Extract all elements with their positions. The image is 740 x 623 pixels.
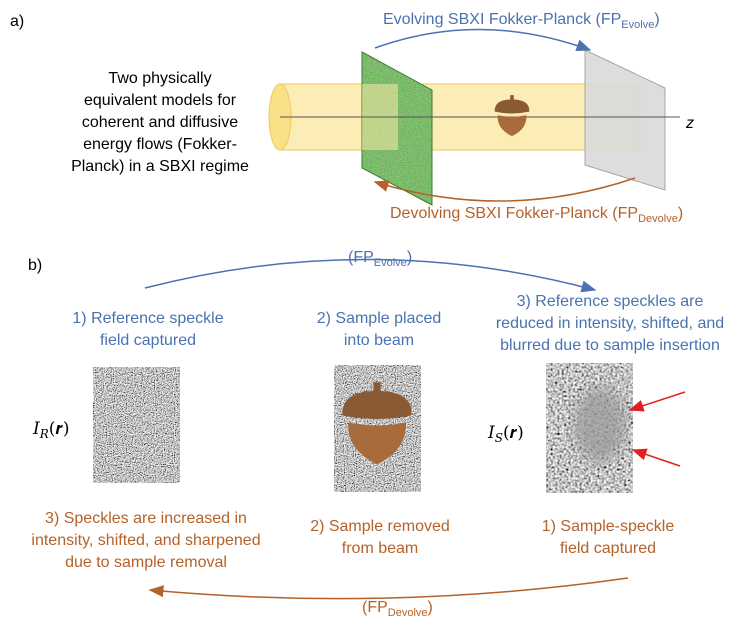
pointer-arrow [630, 392, 685, 410]
evolve-arrow [375, 29, 590, 50]
text-line: into beam [344, 332, 414, 349]
text-line: coherent and diffusive [82, 114, 238, 131]
devolve-label: (FPDevolve) [362, 599, 433, 619]
text-line: 3) Reference speckles are [517, 293, 704, 310]
text-line: Two physically [108, 70, 211, 87]
text-line: 1) Sample-speckle [542, 518, 675, 535]
caption-subscript: Devolve [638, 213, 678, 225]
caption-suffix: ) [428, 599, 433, 616]
text-line: reduced in intensity, shifted, and [496, 315, 724, 332]
symbol-argument: (𝒓) [49, 419, 70, 439]
caption-suffix: ) [407, 249, 412, 266]
caption-text: (FP [362, 599, 388, 616]
devolve-arrow [150, 578, 628, 599]
caption-suffix: ) [678, 205, 683, 222]
evolve-label: (FPEvolve) [348, 249, 412, 269]
blurred-region [574, 387, 626, 463]
detector [585, 50, 665, 190]
panel-label: a) [10, 13, 24, 30]
image-label: IR(𝒓) [32, 419, 70, 441]
text-line: field captured [560, 540, 656, 557]
text-line: equivalent models for [84, 92, 237, 109]
caption-text: Devolving SBXI Fokker-Planck (FP [390, 205, 638, 222]
text-line: blurred due to sample insertion [500, 337, 720, 354]
symbol-argument: (𝒓) [503, 423, 524, 443]
caption-subscript: Evolve [374, 257, 407, 269]
caption-suffix: ) [654, 11, 659, 28]
description: Two physically equivalent models for coher… [71, 70, 249, 175]
caption-subscript: Evolve [621, 19, 654, 31]
evolve-caption: Evolving SBXI Fokker-Planck (FPEvolve) [383, 11, 660, 31]
text-line: 2) Sample removed [310, 518, 450, 535]
image-label: IS(𝒓) [487, 423, 524, 445]
caption-subscript: Devolve [388, 607, 428, 619]
text-line: from beam [342, 540, 418, 557]
text-line: 2) Sample placed [317, 310, 442, 327]
axis-label: z [685, 115, 694, 132]
text-line: intensity, shifted, and sharpened [31, 532, 260, 549]
panel-label: b) [28, 257, 42, 274]
diagram: a) Two physically equivalent models for co… [0, 0, 740, 623]
devolve-caption: Devolving SBXI Fokker-Planck (FPDevolve) [390, 205, 683, 225]
symbol-subscript: S [495, 431, 503, 445]
text-line: due to sample removal [65, 554, 227, 571]
pointer-arrow [633, 450, 680, 466]
text-line: 1) Reference speckle [72, 310, 223, 327]
text-line: field captured [100, 332, 196, 349]
caption-text: Evolving SBXI Fokker-Planck (FP [383, 11, 621, 28]
caption-text: (FP [348, 249, 374, 266]
reference-speckle-image [93, 367, 180, 483]
symbol-subscript: R [39, 427, 49, 441]
text-line: 3) Speckles are increased in [45, 510, 247, 527]
text-line: Planck) in a SBXI regime [71, 158, 249, 175]
text-line: energy flows (Fokker- [83, 136, 237, 153]
